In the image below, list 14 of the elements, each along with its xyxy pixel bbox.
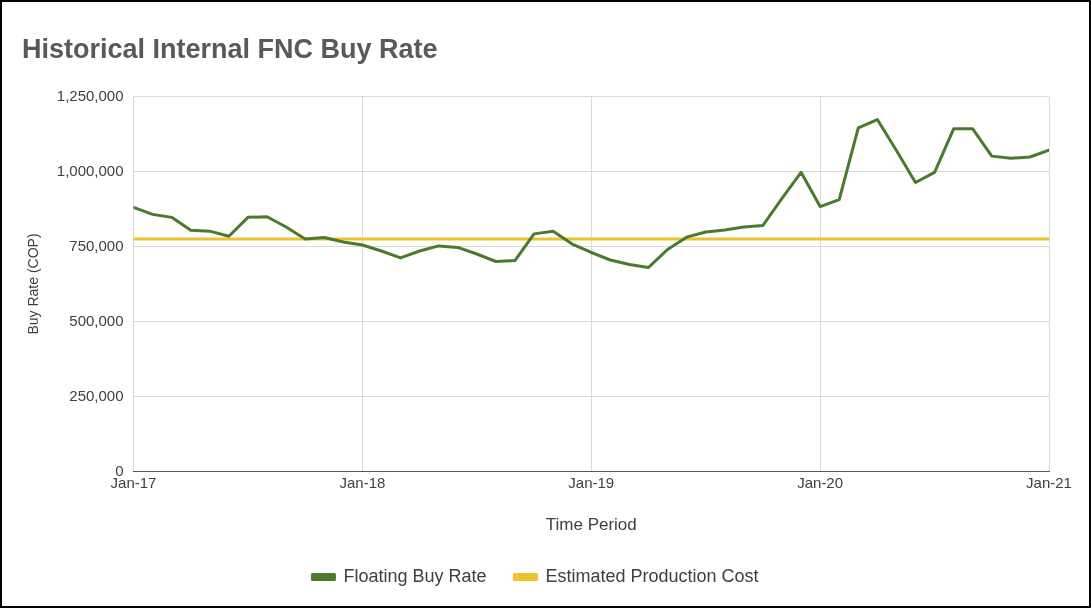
x-tick-label: Jan-18 [339, 473, 386, 491]
legend-label: Floating Buy Rate [343, 565, 487, 586]
y-tick-label: 1,000,000 [56, 161, 124, 179]
legend-label: Estimated Production Cost [545, 565, 759, 586]
y-tick-label: 250,000 [69, 386, 124, 404]
y-axis-title: Buy Rate (COP) [25, 233, 42, 335]
y-tick-label: 500,000 [69, 311, 124, 329]
x-tick-label: Jan-21 [1026, 473, 1072, 491]
x-axis-title: Time Period [545, 515, 637, 535]
y-tick-label: 1,250,000 [56, 86, 124, 104]
y-tick-label: 750,000 [69, 236, 124, 254]
x-tick-label: Jan-20 [797, 473, 844, 491]
x-tick-label: Jan-19 [568, 473, 615, 491]
chart-title: Historical Internal FNC Buy Rate [22, 33, 438, 64]
